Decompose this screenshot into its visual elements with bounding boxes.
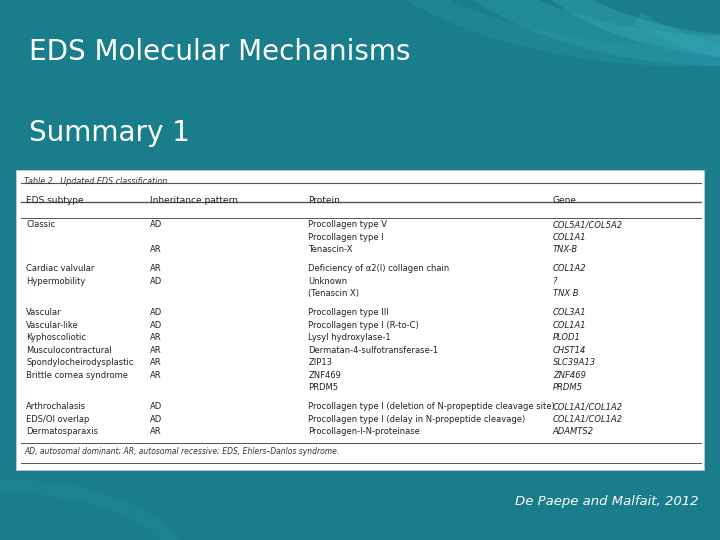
FancyBboxPatch shape bbox=[16, 170, 704, 470]
Text: AR: AR bbox=[150, 245, 162, 254]
Text: PRDM5: PRDM5 bbox=[553, 383, 582, 392]
Text: Protein: Protein bbox=[308, 197, 341, 206]
Text: EDS/OI overlap: EDS/OI overlap bbox=[26, 415, 89, 423]
Text: Procollagen type I: Procollagen type I bbox=[308, 233, 384, 241]
Text: ZNF469: ZNF469 bbox=[553, 370, 586, 380]
Text: (Tenascin X): (Tenascin X) bbox=[308, 289, 359, 298]
Text: COL1A1/COL1A2: COL1A1/COL1A2 bbox=[553, 402, 623, 411]
Text: CHST14: CHST14 bbox=[553, 346, 586, 355]
Text: COL1A1/COL1A2: COL1A1/COL1A2 bbox=[553, 415, 623, 423]
Text: Classic: Classic bbox=[26, 220, 55, 229]
Text: TNX-B: TNX-B bbox=[553, 245, 578, 254]
Text: Dermatan-4-sulfotransferase-1: Dermatan-4-sulfotransferase-1 bbox=[308, 346, 438, 355]
Text: Musculocontractural: Musculocontractural bbox=[26, 346, 112, 355]
Text: Gene: Gene bbox=[553, 197, 577, 206]
Text: Arthrochalasis: Arthrochalasis bbox=[26, 402, 86, 411]
Text: Tenascin-X: Tenascin-X bbox=[308, 245, 353, 254]
Text: Procollagen-I-N-proteinase: Procollagen-I-N-proteinase bbox=[308, 427, 420, 436]
Text: PLOD1: PLOD1 bbox=[553, 333, 580, 342]
Text: AD: AD bbox=[150, 402, 162, 411]
Text: AD: AD bbox=[150, 276, 162, 286]
Text: Unknown: Unknown bbox=[308, 276, 348, 286]
Text: AR: AR bbox=[150, 358, 162, 367]
Text: SLC39A13: SLC39A13 bbox=[553, 358, 596, 367]
Text: De Paepe and Malfait, 2012: De Paepe and Malfait, 2012 bbox=[515, 495, 698, 508]
Text: AD: AD bbox=[150, 415, 162, 423]
Text: COL5A1/COL5A2: COL5A1/COL5A2 bbox=[553, 220, 623, 229]
Text: AD: AD bbox=[150, 220, 162, 229]
Text: Inheritance pattern: Inheritance pattern bbox=[150, 197, 238, 206]
Text: ZNF469: ZNF469 bbox=[308, 370, 341, 380]
Text: Hypermobility: Hypermobility bbox=[26, 276, 86, 286]
Text: AR: AR bbox=[150, 346, 162, 355]
Text: ZIP13: ZIP13 bbox=[308, 358, 333, 367]
Text: Dermatosparaxis: Dermatosparaxis bbox=[26, 427, 98, 436]
Text: COL1A1: COL1A1 bbox=[553, 233, 586, 241]
Text: Summary 1: Summary 1 bbox=[29, 119, 189, 147]
Text: COL1A2: COL1A2 bbox=[553, 264, 586, 273]
Text: Procollagen type I (R-to-C): Procollagen type I (R-to-C) bbox=[308, 321, 419, 330]
Text: EDS subtype: EDS subtype bbox=[26, 197, 84, 206]
Text: Table 2.  Updated EDS classification: Table 2. Updated EDS classification bbox=[24, 177, 168, 186]
Text: Kyphoscoliotic: Kyphoscoliotic bbox=[26, 333, 86, 342]
Text: Spondylocheirodysplastic: Spondylocheirodysplastic bbox=[26, 358, 133, 367]
Text: Procollagen type V: Procollagen type V bbox=[308, 220, 387, 229]
Text: AD: AD bbox=[150, 321, 162, 330]
Text: Lysyl hydroxylase-1: Lysyl hydroxylase-1 bbox=[308, 333, 391, 342]
Text: AR: AR bbox=[150, 333, 162, 342]
Text: Procollagen type III: Procollagen type III bbox=[308, 308, 389, 318]
Text: EDS Molecular Mechanisms: EDS Molecular Mechanisms bbox=[29, 38, 410, 66]
Text: AR: AR bbox=[150, 264, 162, 273]
Text: AR: AR bbox=[150, 370, 162, 380]
Text: TNX B: TNX B bbox=[553, 289, 578, 298]
Text: PRDM5: PRDM5 bbox=[308, 383, 338, 392]
Text: ?: ? bbox=[553, 276, 557, 286]
Text: AD, autosomal dominant; AR, autosomal recessive; EDS, Ehlers–Danlos syndrome.: AD, autosomal dominant; AR, autosomal re… bbox=[24, 447, 339, 456]
Text: AD: AD bbox=[150, 308, 162, 318]
Text: Procollagen type I (deletion of N-propeptide cleavage site): Procollagen type I (deletion of N-propep… bbox=[308, 402, 555, 411]
Text: Cardiac valvular: Cardiac valvular bbox=[26, 264, 94, 273]
Text: COL3A1: COL3A1 bbox=[553, 308, 586, 318]
Text: Deficiency of α2(I) collagen chain: Deficiency of α2(I) collagen chain bbox=[308, 264, 449, 273]
Text: Procollagen type I (delay in N-propeptide cleavage): Procollagen type I (delay in N-propeptid… bbox=[308, 415, 526, 423]
Text: COL1A1: COL1A1 bbox=[553, 321, 586, 330]
Text: Vascular: Vascular bbox=[26, 308, 62, 318]
Text: Brittle cornea syndrome: Brittle cornea syndrome bbox=[26, 370, 128, 380]
Text: Vascular-like: Vascular-like bbox=[26, 321, 79, 330]
Text: AR: AR bbox=[150, 427, 162, 436]
Text: ADAMTS2: ADAMTS2 bbox=[553, 427, 594, 436]
